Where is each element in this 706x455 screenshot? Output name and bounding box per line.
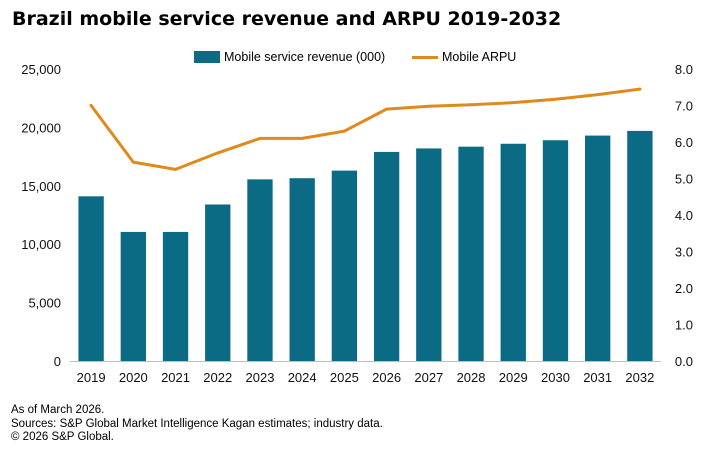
y-right-tick-3: 3.0	[675, 245, 693, 260]
legend: Mobile service revenue (000) Mobile ARPU	[0, 50, 706, 68]
bar-2031	[585, 135, 611, 361]
y-right-tick-2: 2.0	[675, 281, 693, 296]
x-tick-2031: 2031	[583, 370, 612, 385]
bar-2024	[289, 178, 315, 361]
arpu-point-2024	[300, 136, 304, 140]
legend-swatch-arpu	[412, 55, 438, 59]
arpu-point-2030	[553, 97, 557, 101]
y-right-tick-5: 5.0	[675, 172, 693, 187]
chart-title: Brazil mobile service revenue and ARPU 2…	[12, 8, 562, 30]
arpu-point-2029	[511, 101, 515, 105]
bar-2025	[331, 170, 358, 361]
arpu-point-2022	[216, 151, 220, 155]
chart-notes: As of March 2026. Sources: S&P Global Ma…	[11, 404, 383, 445]
legend-swatch-revenue	[194, 51, 220, 63]
y-left-tick-2: 10,000	[21, 237, 61, 252]
x-tick-2022: 2022	[203, 370, 232, 385]
arpu-line	[89, 87, 642, 171]
legend-item-revenue: Mobile service revenue (000)	[194, 50, 385, 64]
x-tick-2032: 2032	[625, 370, 654, 385]
x-tick-2029: 2029	[499, 370, 528, 385]
x-tick-2020: 2020	[119, 370, 148, 385]
bar-2023	[247, 179, 273, 361]
arpu-point-2032	[638, 87, 642, 91]
note-as-of: As of March 2026.	[11, 404, 105, 416]
bar-2027	[416, 148, 442, 361]
y-left-tick-5: 25,000	[21, 62, 61, 77]
bar-2021	[162, 231, 189, 361]
bar-2029	[500, 143, 526, 361]
y-left-tick-0: 0	[54, 354, 61, 369]
arpu-point-2028	[469, 103, 473, 107]
y-right-tick-4: 4.0	[675, 208, 693, 223]
arpu-point-2031	[596, 93, 600, 97]
bar-2028	[458, 146, 484, 361]
arpu-point-2020	[131, 160, 135, 164]
arpu-point-2019	[89, 104, 93, 107]
x-tick-2028: 2028	[457, 370, 486, 385]
bar-2032	[627, 130, 653, 361]
note-copyright: © 2026 S&P Global.	[11, 431, 114, 443]
x-tick-2025: 2025	[330, 370, 359, 385]
legend-item-arpu: Mobile ARPU	[412, 50, 516, 64]
y-right-tick-8: 8.0	[675, 62, 693, 77]
legend-label-arpu: Mobile ARPU	[442, 50, 517, 64]
arpu-point-2025	[342, 129, 346, 133]
x-tick-2024: 2024	[288, 370, 317, 385]
arpu-point-2023	[258, 136, 262, 140]
y-left-tick-4: 20,000	[21, 120, 61, 135]
y-left-tick-3: 15,000	[21, 179, 61, 194]
x-tick-2023: 2023	[246, 370, 275, 385]
bar-2020	[120, 231, 146, 361]
bar-2019	[78, 196, 104, 361]
x-tick-2027: 2027	[414, 370, 443, 385]
x-tick-2021: 2021	[161, 370, 190, 385]
bar-2030	[542, 140, 569, 361]
y-right-tick-1: 1.0	[675, 318, 693, 333]
note-sources: Sources: S&P Global Market Intelligence …	[11, 417, 383, 430]
arpu-point-2026	[385, 107, 389, 111]
bar-2026	[373, 151, 400, 361]
chart-plot: 2019 2020 2021 2022 2023 2024 2025 2026 2027 2028…	[21, 62, 693, 385]
y-right-tick-0: 0.0	[675, 354, 693, 369]
y-right-tick-6: 6.0	[675, 135, 693, 150]
y-right-tick-7: 7.0	[675, 99, 693, 114]
x-tick-2019: 2019	[77, 370, 106, 385]
arpu-point-2027	[427, 104, 431, 108]
x-tick-2026: 2026	[372, 370, 401, 385]
legend-label-revenue: Mobile service revenue (000)	[224, 50, 386, 64]
arpu-point-2021	[174, 167, 178, 171]
x-tick-2030: 2030	[541, 370, 570, 385]
y-left-tick-1: 5,000	[28, 296, 61, 311]
bar-2022	[205, 204, 231, 361]
